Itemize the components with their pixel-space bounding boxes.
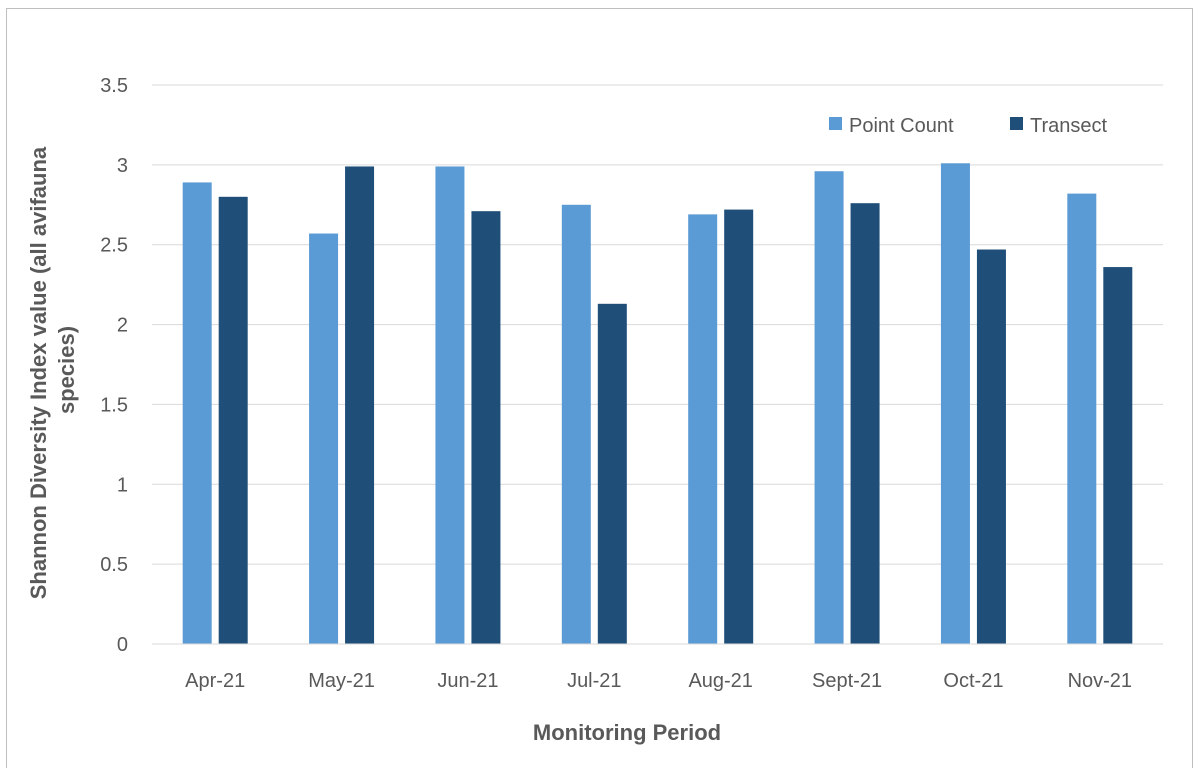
x-tick-label: Sept-21 [812, 670, 882, 692]
legend-label-point-count: Point Count [849, 115, 954, 137]
x-tick-label: May-21 [308, 670, 375, 692]
y-axis-title-line-1: Shannon Diversity Index value (all avifa… [26, 146, 51, 599]
legend-swatch-point-count [829, 117, 842, 130]
legend: Point Count Transect [829, 115, 1108, 137]
y-tick-label: 3 [117, 155, 128, 177]
y-axis-ticks: 0 0.5 1 1.5 2 2.5 3 3.5 [100, 75, 128, 656]
bar-transect-jul-21 [597, 303, 627, 644]
bar-point-count-apr-21 [182, 182, 212, 644]
bar-transect-jun-21 [471, 211, 501, 644]
bars [182, 163, 1133, 645]
x-tick-label: Apr-21 [185, 670, 245, 692]
bar-point-count-jul-21 [561, 204, 591, 645]
bar-point-count-aug-21 [688, 214, 718, 644]
x-tick-label: Oct-21 [943, 670, 1003, 692]
bar-point-count-sept-21 [814, 171, 844, 644]
y-axis-title-line-2: species) [54, 326, 79, 414]
y-tick-label: 1 [117, 474, 128, 496]
x-tick-label: Aug-21 [688, 670, 753, 692]
y-tick-label: 0 [117, 634, 128, 656]
gridlines [152, 84, 1163, 565]
x-tick-label: Jun-21 [437, 670, 498, 692]
bar-transect-oct-21 [976, 249, 1006, 644]
chart-frame [6, 8, 1193, 768]
bar-point-count-may-21 [309, 233, 339, 644]
bar-point-count-oct-21 [940, 163, 970, 644]
bar-point-count-jun-21 [435, 166, 465, 644]
bar-transect-may-21 [345, 166, 375, 644]
x-axis-title: Monitoring Period [533, 720, 721, 745]
y-tick-label: 1.5 [100, 394, 128, 416]
y-tick-label: 2.5 [100, 235, 128, 257]
x-tick-label: Nov-21 [1068, 670, 1132, 692]
bar-point-count-nov-21 [1067, 193, 1097, 644]
bar-transect-apr-21 [218, 196, 248, 645]
bar-transect-nov-21 [1103, 267, 1133, 644]
bar-transect-aug-21 [724, 209, 754, 644]
legend-label-transect: Transect [1030, 115, 1108, 137]
y-tick-label: 0.5 [100, 554, 128, 576]
legend-swatch-transect [1010, 117, 1023, 130]
y-tick-label: 2 [117, 315, 128, 337]
y-axis-title: Shannon Diversity Index value (all avifa… [26, 141, 79, 600]
x-tick-label: Jul-21 [567, 670, 621, 692]
x-axis-ticks: Apr-21 May-21 Jun-21 Jul-21 Aug-21 Sept-21 Oct… [185, 670, 1132, 692]
bar-transect-sept-21 [850, 203, 880, 644]
y-tick-label: 3.5 [100, 75, 128, 97]
